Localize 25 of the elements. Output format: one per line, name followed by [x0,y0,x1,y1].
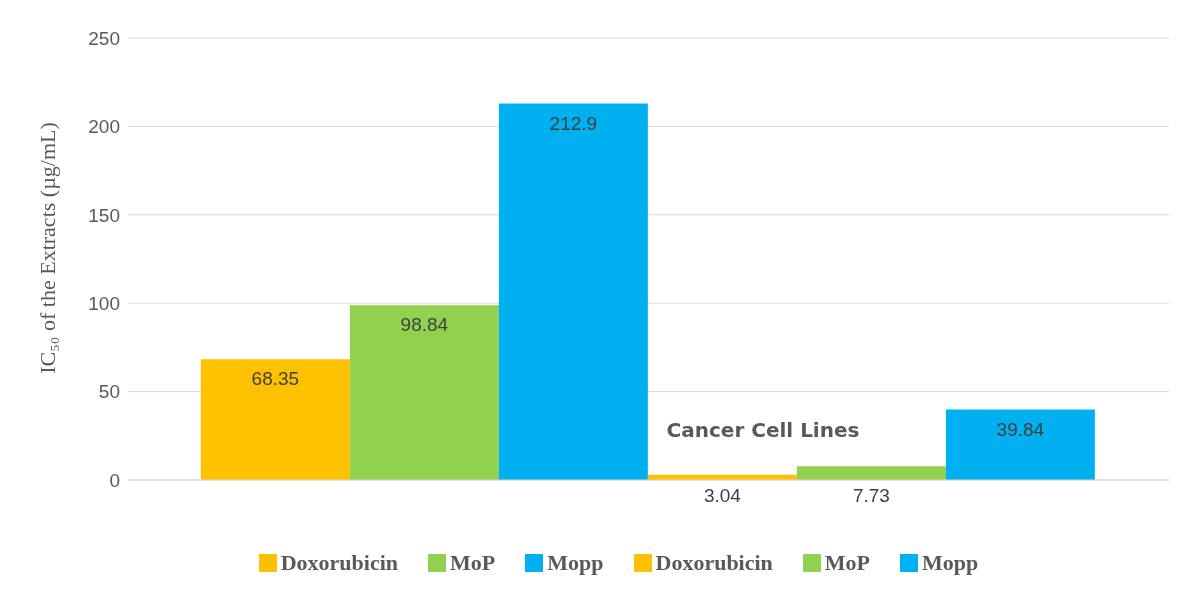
data-label: 39.84 [996,418,1045,440]
bar [796,466,946,480]
bar [349,305,499,480]
y-tick-label: 100 [88,292,120,314]
legend-label: MoP [449,550,496,576]
y-tick-label: 200 [88,116,120,138]
y-tick-label: 150 [88,204,120,226]
data-label: 7.73 [852,485,890,506]
bar [498,103,648,480]
data-label: 3.04 [703,485,742,506]
data-label: 68.35 [251,368,300,390]
y-tick-label: 0 [109,469,120,491]
data-label: 212.9 [549,112,598,134]
legend-label: Mopp [921,550,979,576]
y-tick-label: 50 [98,381,120,403]
bar [945,409,1095,480]
y-tick-label: 250 [88,27,120,49]
legend-label: Mopp [546,550,604,576]
x-axis-title: Cancer Cell Lines [666,418,860,442]
legend-label: Doxorubicin [279,550,399,576]
data-label: 98.84 [400,314,449,336]
bar [200,359,350,480]
legend-label: MoP [823,550,871,576]
y-axis-title: IC₅₀ of the Extracts (µg/mL) [35,122,61,374]
legend-label: Doxorubicin [654,550,773,576]
